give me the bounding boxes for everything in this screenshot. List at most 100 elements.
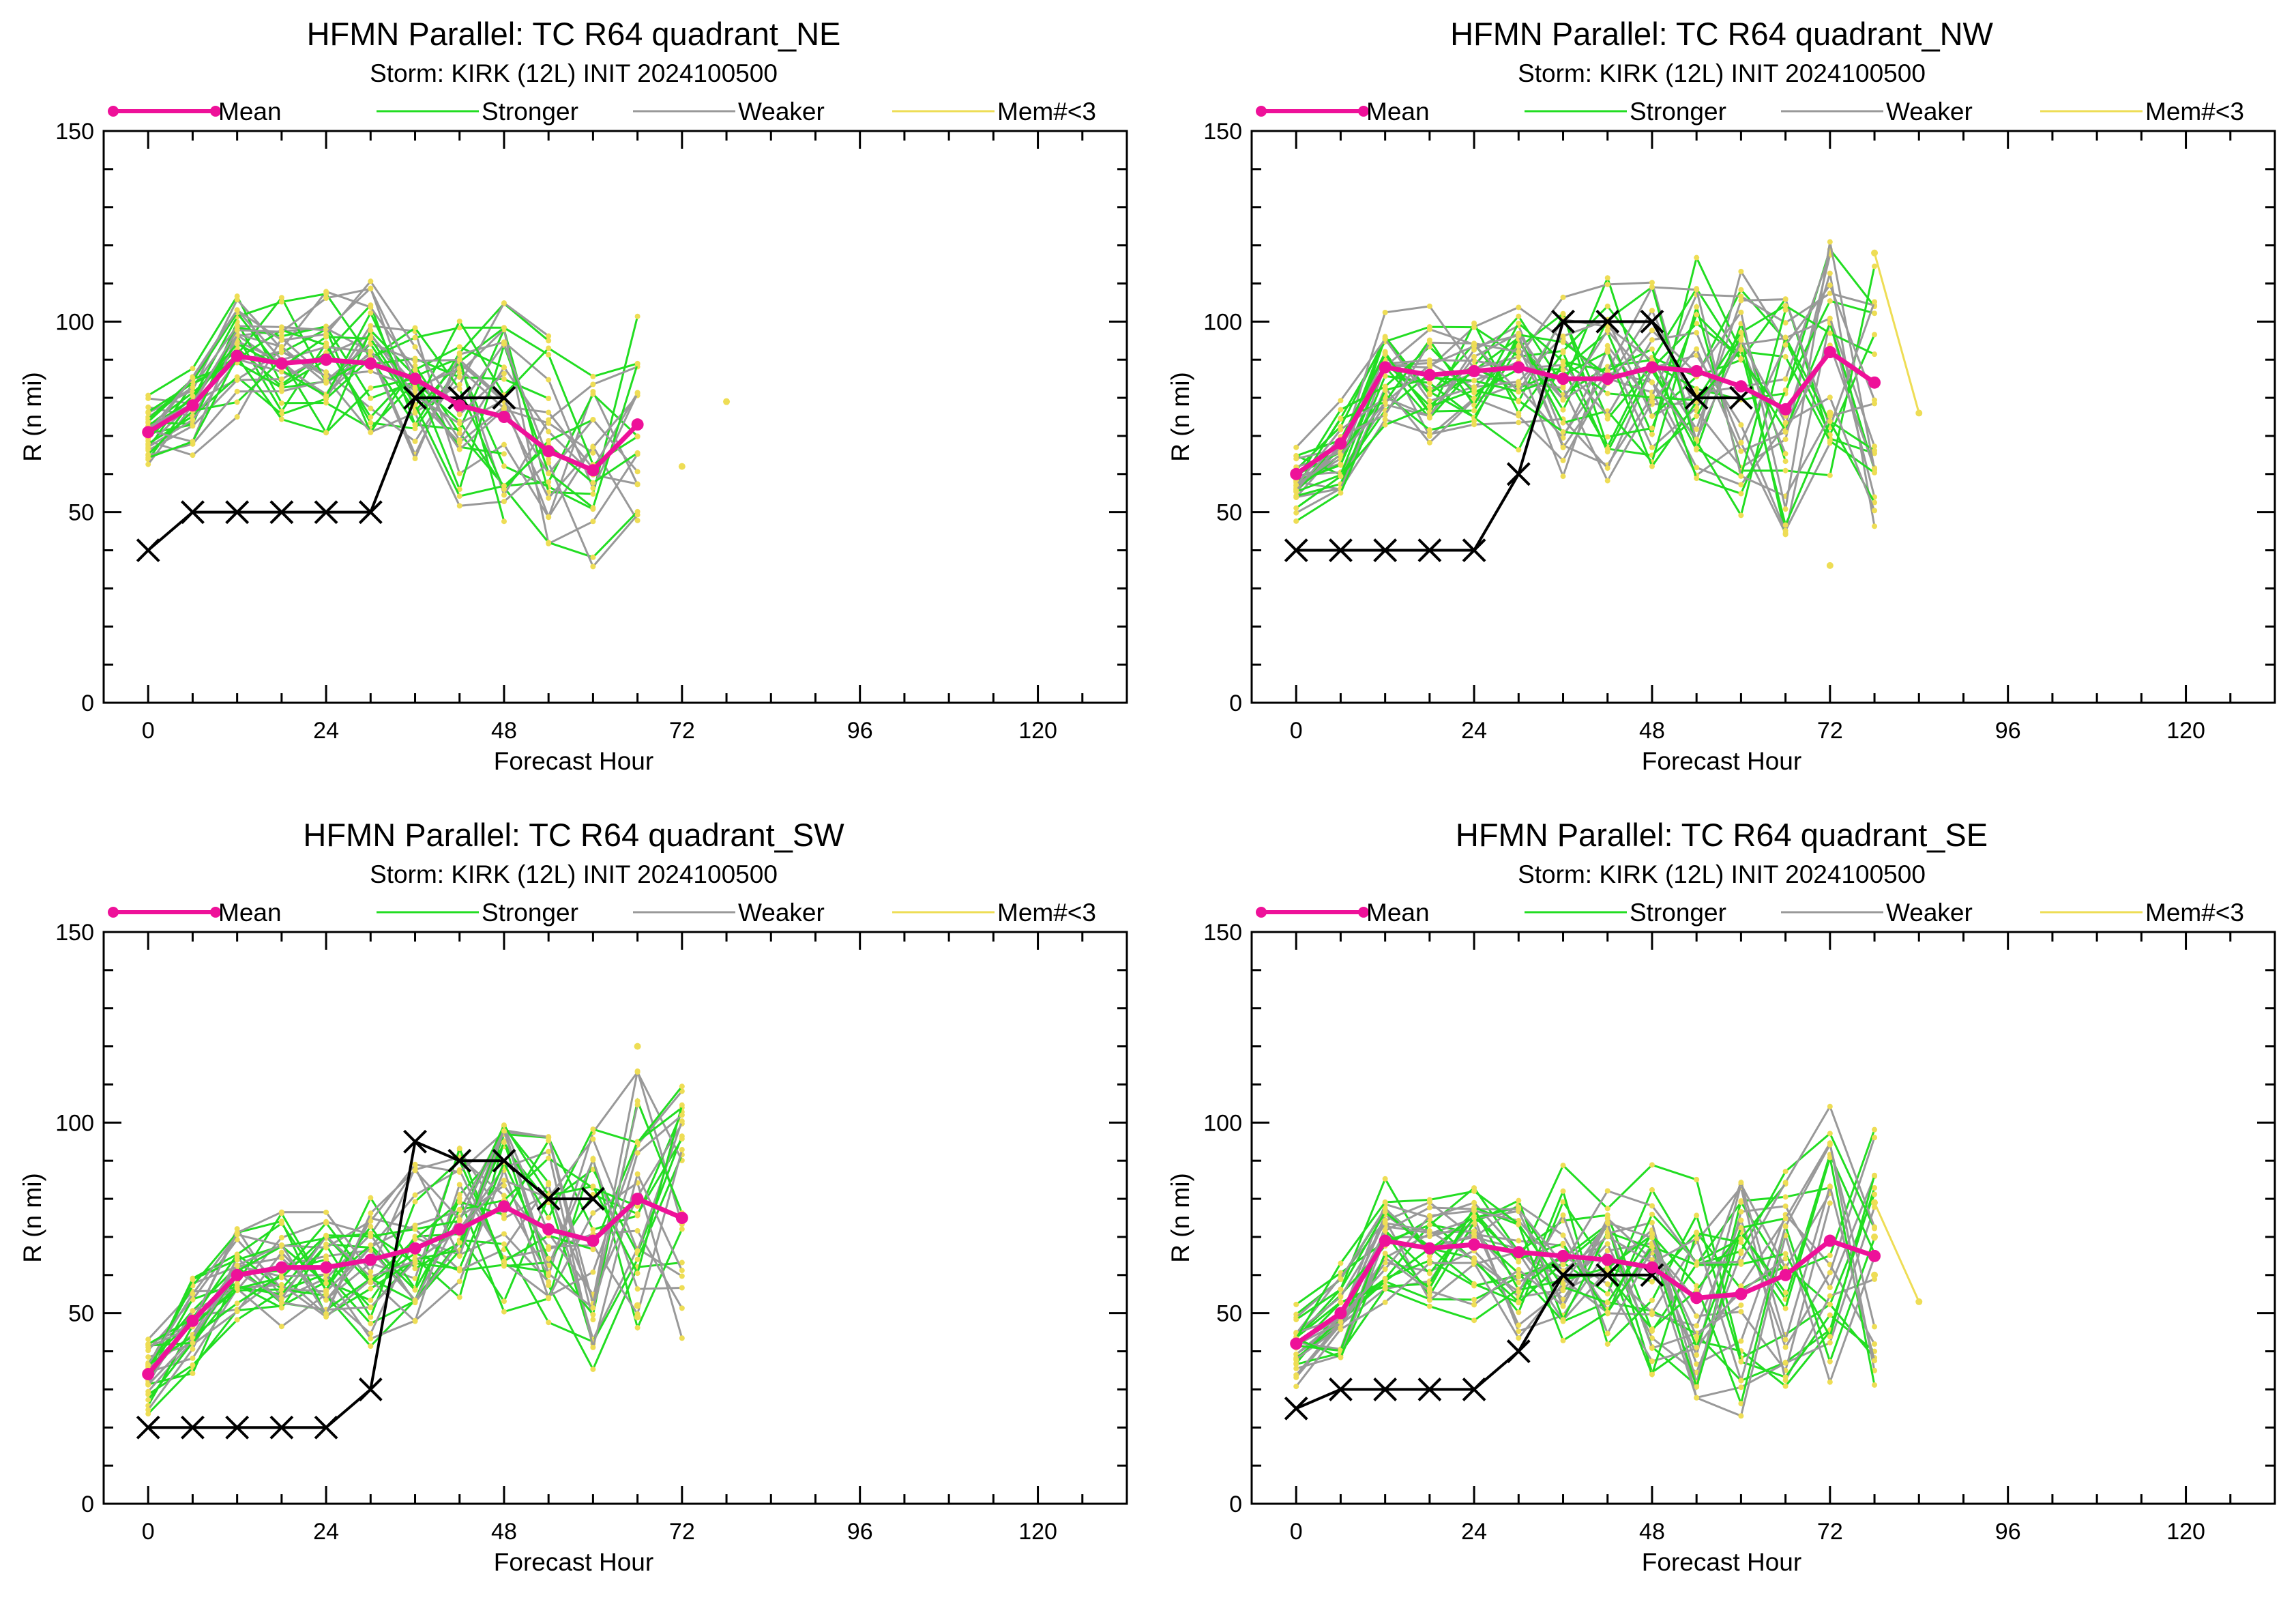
member-point bbox=[1382, 1176, 1388, 1182]
member-point bbox=[634, 450, 641, 456]
best-track-marker bbox=[1284, 1396, 1308, 1421]
member-point bbox=[1516, 381, 1522, 387]
member-point bbox=[278, 1305, 284, 1311]
member-point bbox=[1426, 1297, 1432, 1303]
member-point bbox=[501, 300, 507, 306]
legend-item-few: Mem#<3 bbox=[2040, 899, 2244, 927]
member-point bbox=[1382, 400, 1388, 406]
y-axis-label: R (n mi) bbox=[18, 1173, 46, 1263]
marker-stroke bbox=[269, 500, 294, 525]
member-point bbox=[1738, 309, 1744, 315]
member-point bbox=[1694, 413, 1700, 419]
x-tick-label: 72 bbox=[669, 1519, 695, 1545]
member-point bbox=[1560, 444, 1566, 450]
member-point bbox=[546, 1270, 552, 1277]
x-tick-label: 0 bbox=[142, 1519, 155, 1545]
member-point bbox=[190, 452, 196, 458]
member-point bbox=[634, 1248, 641, 1254]
best-track-marker bbox=[358, 1377, 383, 1401]
mean-point bbox=[1557, 373, 1570, 385]
member-point bbox=[1471, 324, 1477, 330]
member-point bbox=[1426, 1285, 1432, 1292]
member-point bbox=[1293, 444, 1299, 450]
member-weaker bbox=[1295, 1217, 1876, 1418]
member-point bbox=[412, 1266, 418, 1272]
member-point bbox=[1516, 1328, 1522, 1335]
member-point bbox=[456, 1217, 462, 1223]
member-point bbox=[1560, 429, 1566, 435]
few-members-point bbox=[1871, 1233, 1879, 1240]
member-point bbox=[634, 469, 641, 475]
member-point bbox=[1604, 1220, 1610, 1226]
member-point bbox=[412, 1297, 418, 1303]
member-point bbox=[590, 505, 596, 511]
member-point bbox=[1827, 394, 1833, 400]
member-point bbox=[1338, 1260, 1344, 1266]
mean-point bbox=[1735, 1287, 1748, 1300]
member-weaker bbox=[147, 336, 638, 569]
member-point bbox=[1782, 1383, 1789, 1389]
member-point bbox=[1827, 270, 1833, 276]
member-point bbox=[1782, 451, 1789, 457]
member-point bbox=[368, 1242, 374, 1249]
member-point bbox=[1560, 1240, 1566, 1247]
member-point bbox=[234, 413, 240, 420]
member-point bbox=[1694, 1344, 1700, 1350]
axes: 0 50 100 150 0 24 48 72 96 120 Forecast Hour R (n m… bbox=[1166, 920, 2276, 1576]
member-point bbox=[546, 428, 552, 435]
member-point bbox=[590, 1126, 596, 1133]
member-point bbox=[1872, 1358, 1878, 1364]
member-point bbox=[323, 369, 329, 375]
mean-point bbox=[1690, 1292, 1703, 1305]
member-point bbox=[1694, 330, 1700, 336]
few-members-point bbox=[1826, 409, 1834, 417]
member-point bbox=[590, 1366, 596, 1372]
member-point bbox=[1516, 343, 1522, 349]
marker-stroke bbox=[1284, 1396, 1308, 1421]
member-point bbox=[278, 295, 284, 301]
member-point bbox=[501, 1128, 507, 1134]
member-stronger bbox=[147, 1124, 550, 1367]
member-point bbox=[1738, 1338, 1744, 1344]
member-point bbox=[590, 1210, 596, 1216]
member-point bbox=[634, 434, 641, 440]
member-point bbox=[1426, 380, 1432, 386]
member-point bbox=[1649, 1186, 1655, 1193]
member-point bbox=[501, 483, 507, 489]
marker-stroke bbox=[1417, 1377, 1442, 1401]
member-point bbox=[679, 1335, 685, 1341]
member-point bbox=[1827, 1270, 1833, 1276]
member-point bbox=[1382, 388, 1388, 394]
chart-svg: HFMN Parallel: TC R64 quadrant_SW Storm: … bbox=[18, 817, 1128, 1576]
member-point bbox=[368, 1234, 374, 1240]
member-point bbox=[1471, 1281, 1477, 1287]
member-point bbox=[634, 390, 641, 396]
y-tick-label: 150 bbox=[55, 119, 94, 145]
legend-label-mean: Mean bbox=[1366, 98, 1430, 126]
marker-stroke bbox=[492, 385, 516, 410]
mean-point bbox=[186, 1314, 199, 1327]
member-point bbox=[1694, 405, 1700, 411]
member-point bbox=[190, 1370, 196, 1376]
member-point bbox=[501, 1139, 507, 1146]
few-members-line bbox=[1873, 1202, 1920, 1302]
member-point bbox=[1382, 1251, 1388, 1257]
member-point bbox=[1782, 458, 1789, 465]
member-point bbox=[1694, 1352, 1700, 1358]
member-point bbox=[1338, 1326, 1344, 1332]
member-point bbox=[501, 1193, 507, 1199]
member-point bbox=[145, 1407, 151, 1413]
mean-point bbox=[1779, 403, 1792, 416]
member-point bbox=[278, 1255, 284, 1261]
member-point bbox=[456, 344, 462, 350]
ensemble-members bbox=[1293, 1103, 1878, 1419]
member-point bbox=[1782, 1360, 1789, 1366]
best-track-marker bbox=[314, 500, 338, 525]
member-point bbox=[679, 1102, 685, 1108]
x-tick-label: 120 bbox=[1018, 1519, 1057, 1545]
member-point bbox=[190, 439, 196, 445]
member-point bbox=[456, 374, 462, 380]
chart-panel-se: HFMN Parallel: TC R64 quadrant_SE Storm: … bbox=[1148, 801, 2296, 1602]
member-point bbox=[634, 1171, 641, 1177]
member-point bbox=[412, 426, 418, 432]
